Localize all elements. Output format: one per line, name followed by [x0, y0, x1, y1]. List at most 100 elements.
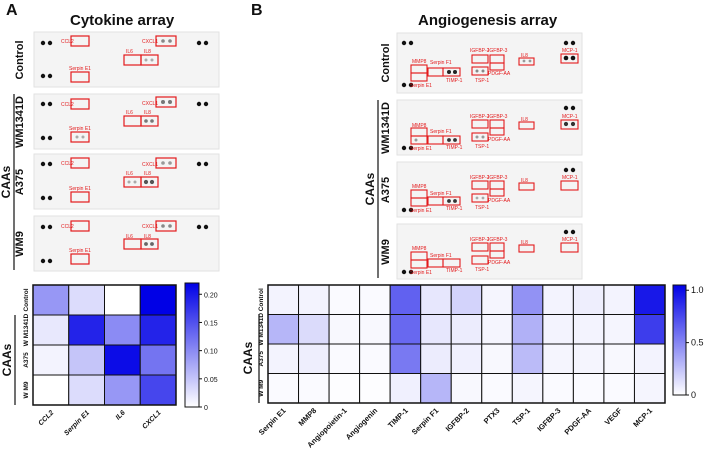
spot-serpin-f1: Serpin F1 [430, 60, 452, 66]
heatmap-cell-control-cxcl1 [139, 284, 177, 316]
heatmap-col-label-serpin-e1: Serpin E1 [257, 406, 288, 437]
spot-tsp1: TSP-1 [475, 78, 489, 84]
spot-il8: IL8 [521, 117, 528, 123]
heatmap-cell-w-m9-serpin-e1 [68, 374, 105, 406]
colorbar-gradient [672, 284, 687, 396]
blot-a-caas-label: CAAs [0, 165, 13, 198]
spot-ccl2: CCL2 [61, 102, 74, 108]
spot-mcp1: MCP-1 [562, 237, 578, 243]
spot-il8: IL8 [521, 53, 528, 59]
spot-tsp1: TSP-1 [475, 144, 489, 150]
heatmap-cell-w-m1341d-pdgf-aa [572, 314, 605, 345]
heatmap-col-label-timp-1: TIMP-1 [386, 406, 410, 430]
spot-tsp1: TSP-1 [475, 205, 489, 211]
spot-serpin-e1: Serpin E1 [69, 126, 91, 132]
heatmap-cell-w-m9-serpin-f1 [420, 373, 452, 404]
heatmap-cell-w-m1341d-timp-1 [389, 314, 422, 345]
heatmap-row-label-w-m1341d: W M1341D [23, 313, 30, 346]
spot-serpin-f1: Serpin F1 [430, 253, 452, 259]
spot-igfbp2: IGFBP-2 [470, 114, 490, 120]
blot-a-control: CCL2 CXCL1 IL6 IL8 Serpin E1 [33, 31, 220, 88]
colorbar-tick-label: 0.05 [204, 377, 218, 384]
heatmap-cell-control-ccl2 [32, 284, 70, 316]
heatmap-cell-w-m9-angiopoietin-1 [328, 373, 361, 404]
heatmap-cytokine [32, 284, 177, 406]
heatmap-col-label-mcp-1: MCP-1 [631, 406, 654, 429]
heatmap-angiogenesis [267, 284, 666, 404]
spot-cxcl1: CXCL1 [142, 224, 158, 230]
spot-mmp8: MMP8 [412, 123, 427, 129]
spot-mcp1: MCP-1 [562, 114, 578, 120]
heatmap-row-label-a375: A375 [258, 351, 265, 367]
heatmap-cell-w-m1341d-mmp8 [298, 314, 330, 345]
spot-serpin-f1: Serpin F1 [430, 191, 452, 197]
heatmap-cell-w-m9-mcp-1 [633, 373, 666, 404]
heatmap-cell-control-ptx3 [481, 284, 513, 315]
heatmap-col-label-il6: IL6 [115, 409, 127, 421]
heatmap-row-label-a375: A375 [23, 352, 30, 368]
spot-il6: IL6 [126, 49, 133, 55]
spot-ccl2: CCL2 [61, 224, 74, 230]
spot-igfbp2: IGFBP-2 [470, 175, 490, 181]
blot-b-label-a375: A375 [380, 177, 392, 203]
heatmap-cell-w-m9-vegf [603, 373, 635, 404]
heatmap-col-label-vegf: VEGF [603, 406, 624, 427]
spot-igfbp3: IGFBP-3 [488, 237, 508, 243]
colorbar-tick-label: 0 [691, 390, 696, 400]
blot-b-caas-label: CAAs [363, 172, 377, 205]
spot-pdgfaa: PDGF-AA [488, 260, 511, 266]
spot-igfbp2: IGFBP-2 [470, 237, 490, 243]
heatmap-cell-w-m1341d-vegf [603, 314, 635, 345]
heatmap-cell-w-m1341d-mcp-1 [633, 314, 666, 345]
heatmap-cell-w-m1341d-cxcl1 [139, 314, 177, 346]
heatmap-b-row-labels: Control W M1341D A375 W M9 [258, 288, 265, 397]
spot-igfbp3: IGFBP-3 [488, 175, 508, 181]
heatmap-row-label-control: Control [23, 288, 30, 311]
spot-timp1: TIMP-1 [446, 206, 463, 212]
heatmap-cell-w-m1341d-serpin-e1 [68, 314, 105, 346]
spot-cxcl1: CXCL1 [142, 162, 158, 168]
spot-serpin-e1: Serpin E1 [410, 146, 432, 152]
panel-b-letter: B [251, 2, 263, 19]
heatmap-cell-w-m9-il6 [104, 374, 141, 406]
heatmap-cell-a375-igfbp-2 [450, 343, 483, 374]
spot-timp1: TIMP-1 [446, 145, 463, 151]
blot-b-label-wm1341d: WM1341D [380, 102, 392, 154]
heatmap-cell-a375-ccl2 [32, 344, 70, 376]
heatmap-cell-w-m1341d-tsp-1 [511, 314, 544, 345]
heatmap-cell-w-m9-mmp8 [298, 373, 330, 404]
heatmap-cell-a375-pdgf-aa [572, 343, 605, 374]
colorbar-tick-label: 0.10 [204, 349, 218, 356]
heatmap-col-label-mmp8: MMP8 [297, 406, 319, 428]
spot-il8: IL8 [521, 240, 528, 246]
blot-a-label-wm1341d: WM1341D [14, 96, 26, 148]
blot-b-wm1341d: MMP8 Serpin E1 Serpin F1 TIMP-1 IGFBP-2 … [396, 99, 583, 156]
heatmap-cell-control-pdgf-aa [572, 284, 605, 315]
heatmap-cell-a375-ptx3 [481, 343, 513, 374]
heatmap-row-label-w-m1341d: W M1341D [258, 313, 265, 346]
spot-pdgfaa: PDGF-AA [488, 71, 511, 77]
spot-il8: IL8 [144, 49, 151, 55]
spot-mcp1: MCP-1 [562, 48, 578, 54]
cytokine-blots: CCL2 CXCL1 IL6 IL8 Serpin E1 CCL2 CXCL1 … [33, 31, 220, 272]
heatmap-cell-w-m1341d-ccl2 [32, 314, 70, 346]
heatmap-cell-a375-mmp8 [298, 343, 330, 374]
heatmap-col-label-ptx3: PTX3 [482, 406, 502, 426]
spot-serpin-e1: Serpin E1 [69, 186, 91, 192]
spot-il8: IL8 [144, 171, 151, 177]
heatmap-cell-control-serpin-e1 [267, 284, 300, 315]
blot-b-wm9: MMP8 Serpin E1 Serpin F1 TIMP-1 IGFBP-2 … [396, 223, 583, 280]
heatmap-cell-a375-vegf [603, 343, 635, 374]
heatmap-cell-control-igfbp-3 [542, 284, 574, 315]
heatmap-cell-a375-serpin-e1 [267, 343, 300, 374]
heatmap-cell-a375-mcp-1 [633, 343, 666, 374]
heatmap-cell-control-mmp8 [298, 284, 330, 315]
colorbar-b: 1.0 0.5 0 [672, 284, 704, 400]
heatmap-col-label-igfbp-3: IGFBP-3 [535, 406, 562, 433]
spot-serpin-e1: Serpin E1 [410, 83, 432, 89]
colorbar-tick-label: 0.20 [204, 292, 218, 299]
heatmap-cell-w-m9-timp-1 [389, 373, 422, 404]
heatmap-cell-w-m1341d-angiopoietin-1 [328, 314, 361, 345]
